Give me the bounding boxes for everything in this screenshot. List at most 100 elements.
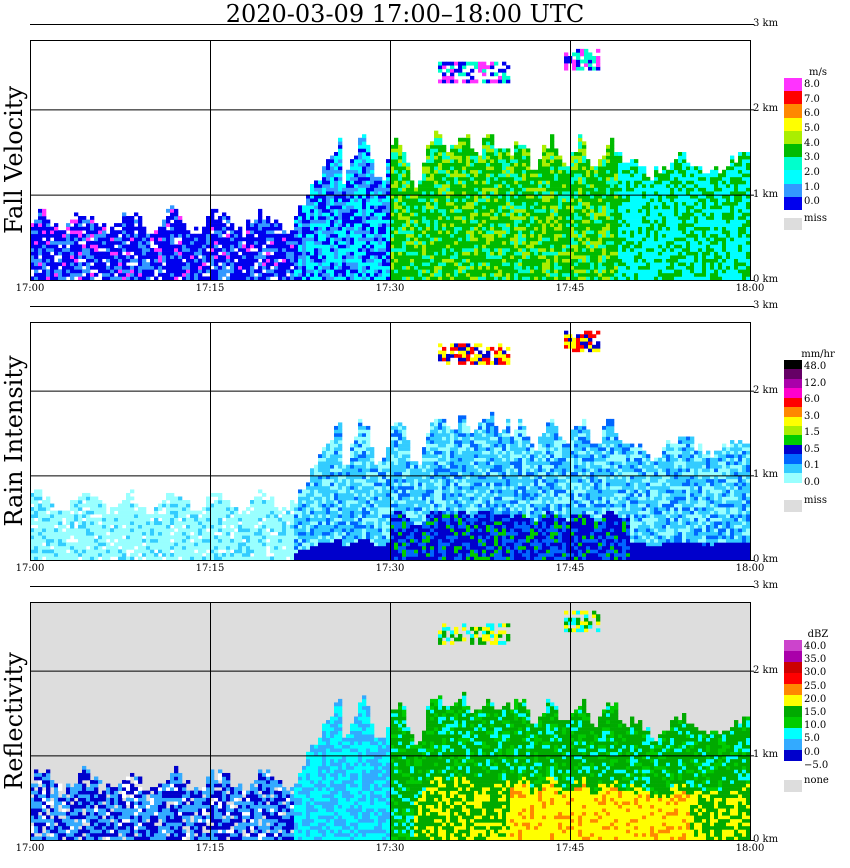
legend-missing-label: none <box>804 775 829 786</box>
y-tick-label: 2 km <box>753 103 779 115</box>
legend-label: 0.0 <box>804 196 820 208</box>
y-axis-label: Reflectivity <box>0 652 28 790</box>
legend-swatch <box>784 104 802 119</box>
legend-swatch <box>784 117 802 132</box>
legend-unit: mm/hr <box>801 349 835 360</box>
x-tick-label: 17:30 <box>375 563 405 574</box>
legend-swatch <box>784 426 802 436</box>
legend-swatch <box>784 183 802 198</box>
legend-swatch <box>784 454 802 465</box>
legend-swatch <box>784 482 802 493</box>
legend-label: 15.0 <box>804 707 827 718</box>
x-tick-label: 17:00 <box>15 563 45 574</box>
legend-label: 12.0 <box>804 377 827 389</box>
legend-unit: m/s <box>809 67 827 78</box>
legend-swatch <box>784 416 802 427</box>
legend-swatch <box>784 673 802 685</box>
legend-missing-swatch <box>784 218 802 230</box>
legend-swatch <box>784 360 802 370</box>
legend-label: 7.0 <box>804 93 820 105</box>
y-tick-label: 0 km <box>753 554 779 565</box>
legend-label: 8.0 <box>804 79 820 90</box>
legend-swatch <box>784 378 802 389</box>
legend-unit: dBZ <box>807 629 829 640</box>
legend-swatch <box>784 717 802 729</box>
legend-swatch <box>784 728 802 740</box>
legend-missing-swatch <box>784 500 802 512</box>
legend-swatch <box>784 444 802 455</box>
legend-label: −5.0 <box>804 759 829 771</box>
heatmap-cells <box>30 48 751 281</box>
heatmap-cells <box>30 610 751 841</box>
legend-missing-label: miss <box>804 213 827 224</box>
legend-swatch <box>784 91 802 105</box>
y-tick-label: 0 km <box>753 274 779 285</box>
legend-label: 0.5 <box>804 443 820 455</box>
legend-swatch <box>784 144 802 158</box>
legend-swatch <box>784 388 802 399</box>
y-tick-label: 1 km <box>753 469 779 481</box>
x-tick-label: 18:00 <box>735 563 765 574</box>
legend-label: 5.0 <box>804 123 820 134</box>
legend-swatch <box>784 651 802 663</box>
legend-label: 2.0 <box>804 167 820 178</box>
x-tick-label: 17:00 <box>15 283 45 294</box>
legend-swatch <box>784 739 802 751</box>
legend-swatch <box>784 397 802 408</box>
legend-missing-swatch <box>784 780 802 792</box>
legend-swatch <box>784 130 802 145</box>
y-tick-label: 0 km <box>753 834 779 845</box>
y-tick-label: 1 km <box>753 188 779 200</box>
x-tick-label: 17:15 <box>195 843 225 854</box>
legend-swatch <box>784 196 802 211</box>
legend-swatch <box>784 407 802 418</box>
legend-swatch <box>784 435 802 446</box>
x-tick-label: 17:15 <box>195 563 225 574</box>
heatmap-cells <box>30 330 751 561</box>
legend-label: 1.0 <box>804 181 820 193</box>
panel-1 <box>30 24 754 281</box>
legend-swatch <box>784 640 802 652</box>
legend-label: 0.0 <box>804 746 820 758</box>
legend-swatch <box>784 695 802 707</box>
legend-label: 25.0 <box>804 680 827 692</box>
legend-label: 4.0 <box>804 137 820 149</box>
legend-label: 5.0 <box>804 733 820 745</box>
legend-label: 6.0 <box>804 394 820 405</box>
y-tick-label: 3 km <box>753 580 779 591</box>
legend-label: 40.0 <box>804 641 827 652</box>
x-tick-label: 17:30 <box>375 843 405 854</box>
x-tick-label: 17:30 <box>375 283 405 294</box>
legend-label: 35.0 <box>804 654 827 666</box>
x-tick-label: 17:00 <box>15 843 45 854</box>
legend-label: 0.0 <box>804 476 820 488</box>
legend-swatch <box>784 662 802 674</box>
x-tick-label: 17:45 <box>555 283 585 294</box>
x-tick-label: 17:45 <box>555 843 585 854</box>
legend-missing-label: miss <box>804 495 827 506</box>
legend-swatch <box>784 78 802 92</box>
legend-label: 30.0 <box>804 667 827 679</box>
y-tick-label: 3 km <box>753 18 779 29</box>
x-tick-label: 17:45 <box>555 563 585 574</box>
y-tick-label: 3 km <box>753 300 779 311</box>
legend-label: 3.0 <box>804 152 820 164</box>
legend-label: 48.0 <box>804 361 827 372</box>
panel-3 <box>30 586 754 841</box>
legend-label: 6.0 <box>804 108 820 120</box>
legend-swatch <box>784 463 802 474</box>
legend-swatch <box>784 761 802 773</box>
page-title: 2020-03-09 17:00–18:00 UTC <box>225 0 585 28</box>
panel-2 <box>30 306 754 561</box>
legend-swatch <box>784 473 802 484</box>
legend-label: 1.5 <box>804 427 820 438</box>
y-tick-label: 2 km <box>753 384 779 396</box>
legend-swatch <box>784 750 802 762</box>
x-tick-label: 17:15 <box>195 283 225 294</box>
legend-swatch <box>784 706 802 718</box>
y-axis-label: Rain Intensity <box>0 355 28 527</box>
x-tick-label: 18:00 <box>735 283 765 294</box>
y-axis-label: Fall Velocity <box>0 85 28 235</box>
legend-swatch <box>784 157 802 171</box>
